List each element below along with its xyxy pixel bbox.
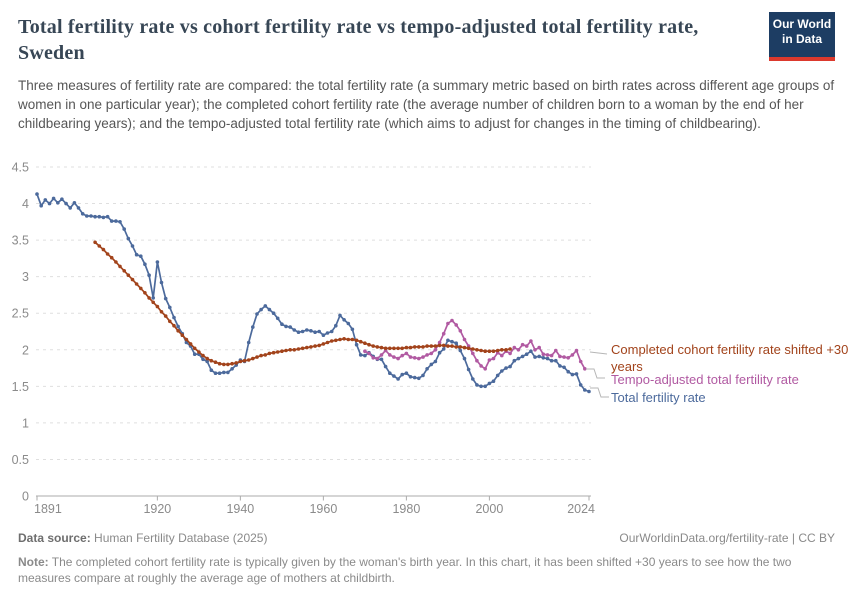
owid-url-link[interactable]: OurWorldinData.org/fertility-rate <box>619 531 789 545</box>
footer-right: OurWorldinData.org/fertility-rate | CC B… <box>619 531 835 545</box>
svg-text:4: 4 <box>22 197 29 211</box>
chart-footer: Data source: Human Fertility Database (2… <box>18 531 835 545</box>
fertility-chart: 0 0.5 1 1.5 2 2.5 3 3.5 4 4.5 1891 1920 1940 1960 1980… <box>12 161 609 516</box>
data-source: Data source: Human Fertility Database (2… <box>18 531 267 545</box>
chart-subtitle: Three measures of fertility rate are com… <box>18 78 835 131</box>
owid-logo-line2: in Data <box>781 32 822 46</box>
note-text: The completed cohort fertility rate is t… <box>18 555 792 585</box>
svg-text:2000: 2000 <box>475 502 503 516</box>
svg-text:2: 2 <box>22 343 29 357</box>
license-badge: | CC BY <box>788 531 835 545</box>
svg-text:1891: 1891 <box>34 502 62 516</box>
page-title: Total fertility rate vs cohort fertility… <box>18 16 699 64</box>
legend-item-total[interactable]: Total fertility rate <box>611 389 849 406</box>
svg-text:1: 1 <box>22 416 29 430</box>
svg-text:1920: 1920 <box>143 502 171 516</box>
svg-text:0.5: 0.5 <box>12 453 29 467</box>
owid-logo[interactable]: Our World in Data <box>769 12 835 61</box>
svg-text:1940: 1940 <box>226 502 254 516</box>
svg-text:0: 0 <box>22 490 29 504</box>
legend-label-tempo-adjusted: Tempo-adjusted total fertility rate <box>611 372 799 387</box>
svg-text:2.5: 2.5 <box>12 307 29 321</box>
svg-text:4.5: 4.5 <box>12 161 29 175</box>
legend-label-total: Total fertility rate <box>611 390 706 405</box>
note-label: Note: <box>18 555 49 569</box>
svg-text:1960: 1960 <box>309 502 337 516</box>
svg-text:2024: 2024 <box>567 502 595 516</box>
svg-text:1980: 1980 <box>392 502 420 516</box>
svg-text:1.5: 1.5 <box>12 380 29 394</box>
legend-label-cohort: Completed cohort fertility rate shifted … <box>611 342 849 374</box>
data-source-value: Human Fertility Database (2025) <box>94 531 268 545</box>
owid-logo-line1: Our World <box>772 17 832 31</box>
legend-item-tempo-adjusted[interactable]: Tempo-adjusted total fertility rate <box>611 371 849 388</box>
svg-text:3.5: 3.5 <box>12 234 29 248</box>
chart-note: Note: The completed cohort fertility rat… <box>18 555 836 586</box>
svg-text:3: 3 <box>22 270 29 284</box>
data-source-label: Data source: <box>18 531 91 545</box>
legend-item-cohort[interactable]: Completed cohort fertility rate shifted … <box>611 341 849 375</box>
